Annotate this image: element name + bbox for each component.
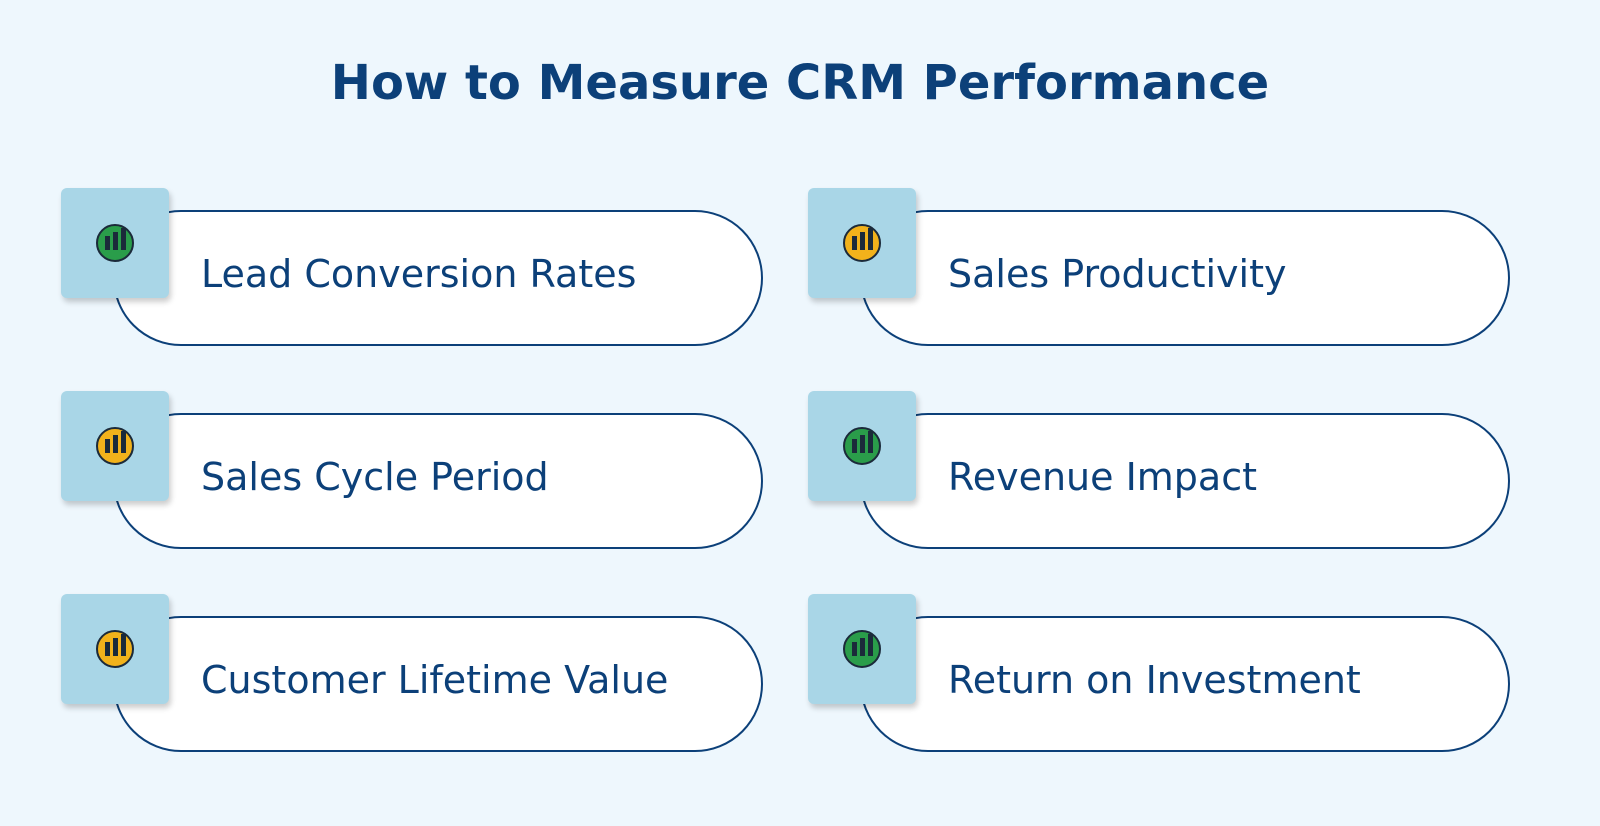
metric-icon (61, 391, 169, 501)
card-pill (113, 616, 763, 752)
card-pill (113, 413, 763, 549)
icon-glyph (96, 224, 134, 262)
icon-glyph (96, 427, 134, 465)
card-pill (860, 210, 1510, 346)
title: How to Measure CRM Performance (330, 55, 1270, 111)
card-pill (113, 210, 763, 346)
metric-label: Sales Productivity (948, 252, 1287, 296)
metric-label: Sales Cycle Period (201, 455, 549, 499)
metric-icon (61, 594, 169, 704)
metric-label: Revenue Impact (948, 455, 1257, 499)
icon-glyph (843, 224, 881, 262)
metric-label: Lead Conversion Rates (201, 252, 637, 296)
metric-card: Customer Lifetime Value (61, 594, 821, 764)
metric-card: Return on Investment (808, 594, 1568, 764)
metric-label: Customer Lifetime Value (201, 658, 669, 702)
metric-card: Sales Cycle Period (61, 391, 821, 561)
metric-icon (808, 188, 916, 298)
card-pill (860, 616, 1510, 752)
metric-icon (808, 391, 916, 501)
metric-icon (61, 188, 169, 298)
metric-icon (808, 594, 916, 704)
metric-label: Return on Investment (948, 658, 1361, 702)
icon-glyph (843, 427, 881, 465)
card-pill (860, 413, 1510, 549)
metric-card: Lead Conversion Rates (61, 188, 821, 358)
icon-glyph (843, 630, 881, 668)
metric-card: Sales Productivity (808, 188, 1568, 358)
icon-glyph (96, 630, 134, 668)
metric-card: Revenue Impact (808, 391, 1568, 561)
